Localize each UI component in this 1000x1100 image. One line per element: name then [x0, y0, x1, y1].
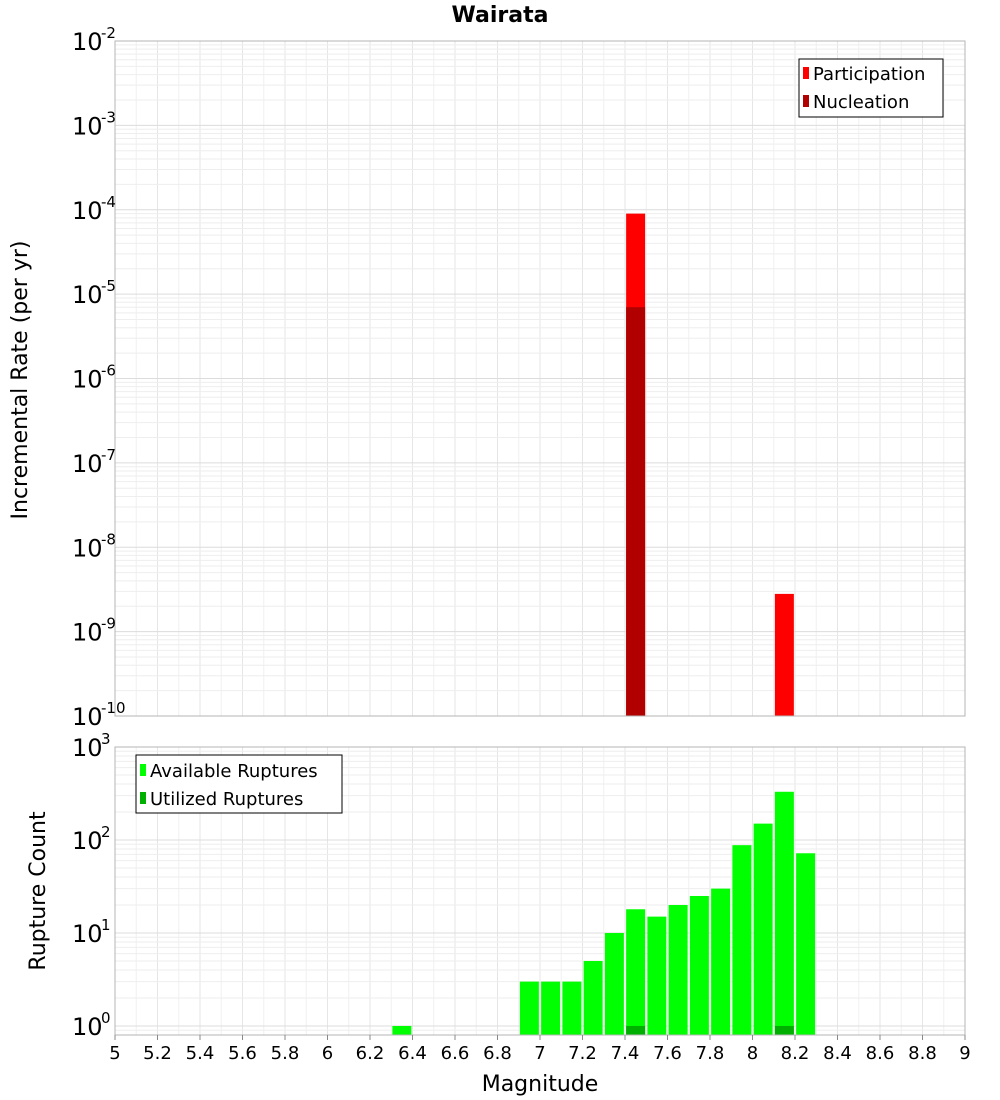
rate-bar-participation [774, 593, 794, 716]
x-ticks: 5 5.2 5.4 5.6 5.8 6 6.2 6.4 6.6 6.8 7 7.2 7.4 7.6 7.8 8… [109, 1035, 971, 1064]
rate-y-tick-exponent: -10 [101, 699, 126, 717]
x-tick-label: 7.4 [611, 1043, 640, 1064]
x-tick-label: 6.4 [398, 1043, 427, 1064]
count-y-tick-label: 10 [72, 920, 103, 948]
x-tick-label: 6.2 [356, 1043, 385, 1064]
count-bar-available-ruptures [732, 845, 752, 1035]
rate-legend: Participation Nucleation [798, 58, 944, 118]
rate-panel: 10-210-310-410-510-610-710-810-910-10 In… [8, 24, 966, 731]
rate-y-tick-label: 10 [72, 619, 103, 647]
x-tick-label: 8 [747, 1043, 758, 1064]
nucleation-legend-label: Nucleation [813, 92, 909, 113]
x-tick-label: 6.6 [441, 1043, 470, 1064]
rate-y-tick-exponent: -2 [101, 24, 116, 42]
rate-y-tick-exponent: -4 [101, 193, 116, 211]
x-tick-label: 5.4 [186, 1043, 215, 1064]
count-y-tick-label: 10 [72, 734, 103, 762]
count-bar-available-ruptures [774, 791, 794, 1035]
rate-plot-frame [114, 40, 966, 717]
chart-title: Wairata [452, 3, 549, 28]
rate-y-tick-label: 10 [72, 112, 103, 140]
count-bar-available-ruptures [626, 909, 646, 1035]
count-bar-available-ruptures [711, 888, 731, 1035]
rate-y-tick-label: 10 [72, 450, 103, 478]
rate-y-tick-label: 10 [72, 281, 103, 309]
x-tick-label: 8.4 [823, 1043, 852, 1064]
x-tick-label: 6.8 [483, 1043, 512, 1064]
rate-y-tick-exponent: -5 [101, 277, 116, 295]
count-bar-available-ruptures [519, 981, 539, 1035]
count-bar-utilized-ruptures [626, 1025, 646, 1035]
count-bar-available-ruptures [753, 823, 773, 1035]
x-tick-label: 7.8 [696, 1043, 725, 1064]
count-bars [392, 791, 816, 1035]
rate-y-tick-exponent: -8 [101, 530, 116, 548]
rate-y-axis-label: Incremental Rate (per yr) [8, 241, 33, 520]
count-bar-available-ruptures [796, 853, 816, 1035]
rate-y-tick-label: 10 [72, 703, 103, 731]
rate-y-tick-label: 10 [72, 28, 103, 56]
count-y-tick-exponent: 3 [101, 730, 111, 748]
rate-bar-nucleation [626, 307, 646, 716]
x-tick-label: 7.6 [653, 1043, 682, 1064]
count-bar-available-ruptures [668, 904, 688, 1035]
x-tick-label: 8.2 [781, 1043, 810, 1064]
x-tick-label: 5.2 [143, 1043, 172, 1064]
rate-y-tick-exponent: -6 [101, 362, 116, 380]
count-legend-box [135, 754, 343, 814]
available-legend-label: Available Ruptures [150, 761, 318, 782]
x-tick-label: 9 [959, 1043, 970, 1064]
count-legend: Available Ruptures Utilized Ruptures [135, 754, 343, 814]
count-bar-available-ruptures [604, 932, 624, 1035]
count-bar-available-ruptures [689, 895, 709, 1035]
rate-legend-box [798, 58, 944, 118]
x-tick-label: 7.2 [568, 1043, 597, 1064]
count-y-tick-label: 10 [72, 827, 103, 855]
rate-y-tick-label: 10 [72, 366, 103, 394]
count-bar-available-ruptures [583, 960, 603, 1035]
x-tick-label: 6 [322, 1043, 333, 1064]
count-bar-utilized-ruptures [774, 1025, 794, 1035]
x-tick-label: 8.6 [866, 1043, 895, 1064]
available-legend-swatch [140, 764, 146, 776]
rate-y-tick-exponent: -3 [101, 108, 116, 126]
count-bar-available-ruptures [541, 981, 561, 1035]
count-bar-available-ruptures [562, 981, 582, 1035]
participation-legend-swatch [803, 67, 809, 79]
rate-y-ticks: 10-210-310-410-510-610-710-810-910-10 [72, 24, 126, 731]
utilized-legend-label: Utilized Ruptures [150, 789, 303, 810]
count-bar-available-ruptures [647, 916, 667, 1035]
rate-y-tick-label: 10 [72, 534, 103, 562]
participation-legend-label: Participation [813, 64, 925, 85]
nucleation-legend-swatch [803, 95, 809, 107]
x-axis-label: Magnitude [482, 1072, 599, 1097]
rate-bars [626, 213, 794, 717]
utilized-legend-swatch [140, 792, 146, 804]
count-y-tick-label: 10 [72, 1013, 103, 1041]
count-y-axis-label: Rupture Count [26, 811, 51, 971]
x-tick-label: 5.8 [271, 1043, 300, 1064]
x-tick-label: 5.6 [228, 1043, 257, 1064]
x-tick-label: 5 [109, 1043, 120, 1064]
x-tick-label: 8.8 [908, 1043, 937, 1064]
rate-gridlines [115, 41, 965, 716]
rate-y-tick-exponent: -7 [101, 446, 116, 464]
count-y-tick-exponent: 2 [101, 823, 111, 841]
count-y-tick-exponent: 1 [101, 916, 111, 934]
count-bar-available-ruptures [392, 1025, 412, 1035]
rate-y-tick-exponent: -9 [101, 615, 116, 633]
rate-y-tick-label: 10 [72, 197, 103, 225]
count-y-tick-exponent: 0 [101, 1009, 111, 1027]
x-tick-label: 7 [534, 1043, 545, 1064]
